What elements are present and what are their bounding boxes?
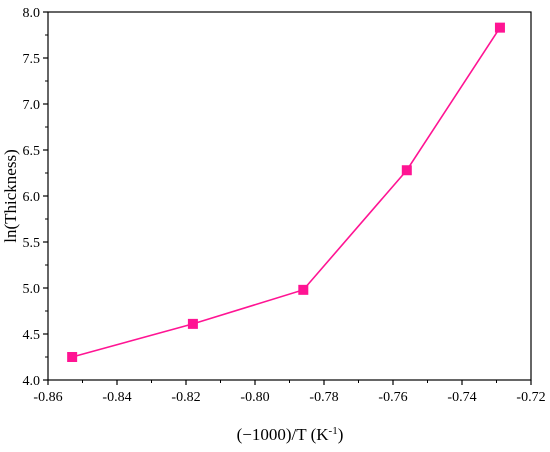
data-point-marker [494,22,505,33]
x-axis-title-superscript: -1 [329,425,338,437]
x-tick-label: -0.74 [447,390,476,405]
data-point-marker [298,284,309,295]
y-tick-label: 5.5 [23,236,41,251]
x-tick-label: -0.82 [171,390,200,405]
data-point-marker [67,352,78,362]
x-axis-title: (−1000)/T (K-1) [237,425,344,444]
y-tick-label: 7.5 [23,52,41,67]
y-tick-label: 8.0 [23,6,41,21]
data-point-marker [401,165,412,176]
x-tick-label: -0.76 [378,390,407,405]
y-tick-label: 5.0 [23,282,41,297]
x-axis-title-main: (−1000)/T (K [237,425,330,444]
y-tick-label: 6.0 [23,190,41,205]
series-layer [67,22,505,362]
x-axis-title-tail: ) [338,425,344,444]
y-axis-title: ln(Thickness) [1,149,20,242]
y-tick-label: 4.0 [23,374,41,389]
plot-frame [47,11,532,381]
x-tick-label: -0.72 [516,390,545,405]
y-tick-label: 7.0 [23,98,41,113]
x-tick-label: -0.84 [102,390,131,405]
y-axis-ticks: 4.0 4.5 5.0 5.5 6.0 6.5 7.0 7.5 8.0 [23,6,48,389]
data-point-marker [187,318,198,329]
y-tick-label: 6.5 [23,144,41,159]
y-tick-label: 4.5 [23,328,41,343]
x-tick-label: -0.86 [33,390,62,405]
x-axis-ticks: -0.86 -0.84 -0.82 -0.80 -0.78 -0.76 -0.74 -0.72 [33,380,546,405]
x-tick-label: -0.78 [309,390,338,405]
series-line [71,27,501,358]
x-tick-label: -0.80 [240,390,269,405]
